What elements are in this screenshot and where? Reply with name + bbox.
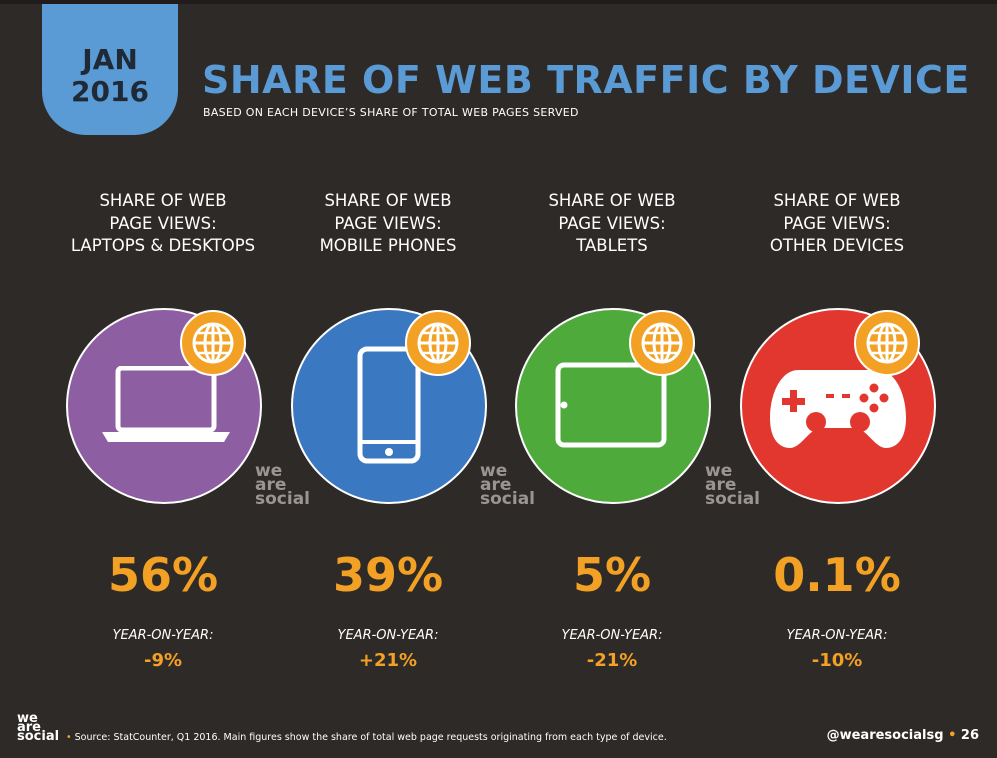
page-number: 26 xyxy=(960,728,979,743)
date-month: JAN xyxy=(82,43,138,76)
footer-logo: we are social xyxy=(17,711,60,744)
column-label-line-2: PAGE VIEWS: xyxy=(558,213,666,233)
column-label-line-3: MOBILE PHONES xyxy=(319,236,457,255)
column-label-line-3: TABLETS xyxy=(576,236,648,255)
gamepad-icon xyxy=(770,370,906,448)
source-note: • Source: StatCounter, Q1 2016. Main fig… xyxy=(66,732,667,743)
column-other-devices: SHARE OF WEB PAGE VIEWS: OTHER DEVICES xyxy=(722,190,952,258)
social-handle: @wearesocialsg xyxy=(826,728,944,743)
column-label-line-2: PAGE VIEWS: xyxy=(109,213,217,233)
handle-separator: • xyxy=(948,728,957,743)
top-bar xyxy=(0,0,997,4)
laptop-icon xyxy=(102,366,230,442)
column-label-line-1: SHARE OF WEB xyxy=(99,191,227,210)
yoy-label: YEAR-ON-YEAR: xyxy=(561,628,663,643)
brand-watermark: we are social xyxy=(705,461,761,509)
column-laptops-desktops: SHARE OF WEB PAGE VIEWS: LAPTOPS & DESKT… xyxy=(48,190,278,258)
yoy-label: YEAR-ON-YEAR: xyxy=(337,628,439,643)
page-title: SHARE OF WEB TRAFFIC BY DEVICE xyxy=(202,58,970,102)
globe-icon xyxy=(854,310,920,376)
mobile-phone-icon xyxy=(357,346,421,464)
yoy-label: YEAR-ON-YEAR: xyxy=(112,628,214,643)
column-tablets: SHARE OF WEB PAGE VIEWS: TABLETS xyxy=(497,190,727,258)
column-label-line-3: OTHER DEVICES xyxy=(769,236,905,255)
column-label-line-1: SHARE OF WEB xyxy=(548,191,676,210)
column-label-line-1: SHARE OF WEB xyxy=(324,191,452,210)
source-bullet: • xyxy=(66,732,72,743)
tablet-icon xyxy=(555,362,667,448)
column-mobile-phones: SHARE OF WEB PAGE VIEWS: MOBILE PHONES xyxy=(273,190,503,258)
date-year: 2016 xyxy=(71,75,149,108)
footer-handle: @wearesocialsg • 26 xyxy=(827,728,979,743)
page-subtitle: BASED ON EACH DEVICE’S SHARE OF TOTAL WE… xyxy=(203,106,579,119)
yoy-value-tablets: -21% xyxy=(586,650,638,671)
globe-icon xyxy=(405,310,471,376)
value-laptops-desktops: 56% xyxy=(107,548,219,602)
column-label-line-1: SHARE OF WEB xyxy=(773,191,901,210)
yoy-value-laptops-desktops: -9% xyxy=(143,650,183,671)
globe-icon xyxy=(629,310,695,376)
value-tablets: 5% xyxy=(572,548,652,602)
column-label-line-2: PAGE VIEWS: xyxy=(783,213,891,233)
column-label-line-2: PAGE VIEWS: xyxy=(334,213,442,233)
yoy-value-mobile-phones: +21% xyxy=(358,650,418,671)
value-mobile-phones: 39% xyxy=(332,548,444,602)
yoy-value-other-devices: -10% xyxy=(811,650,863,671)
source-text: Source: StatCounter, Q1 2016. Main figur… xyxy=(74,732,667,743)
globe-icon xyxy=(180,310,246,376)
value-other-devices: 0.1% xyxy=(773,548,901,602)
yoy-label: YEAR-ON-YEAR: xyxy=(786,628,888,643)
date-tab: JAN 2016 xyxy=(42,4,178,135)
brand-watermark: we are social xyxy=(255,461,311,509)
brand-watermark: we are social xyxy=(480,461,536,509)
column-label-line-3: LAPTOPS & DESKTOPS xyxy=(70,236,256,255)
